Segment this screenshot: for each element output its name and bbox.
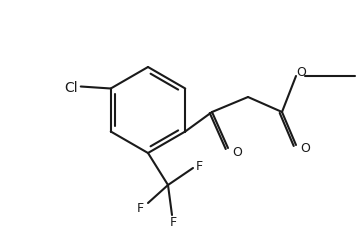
Text: O: O [232, 146, 242, 159]
Text: F: F [170, 215, 176, 228]
Text: O: O [296, 67, 306, 80]
Text: O: O [300, 142, 310, 155]
Text: F: F [195, 160, 203, 173]
Text: Cl: Cl [64, 80, 78, 94]
Text: F: F [136, 201, 143, 214]
